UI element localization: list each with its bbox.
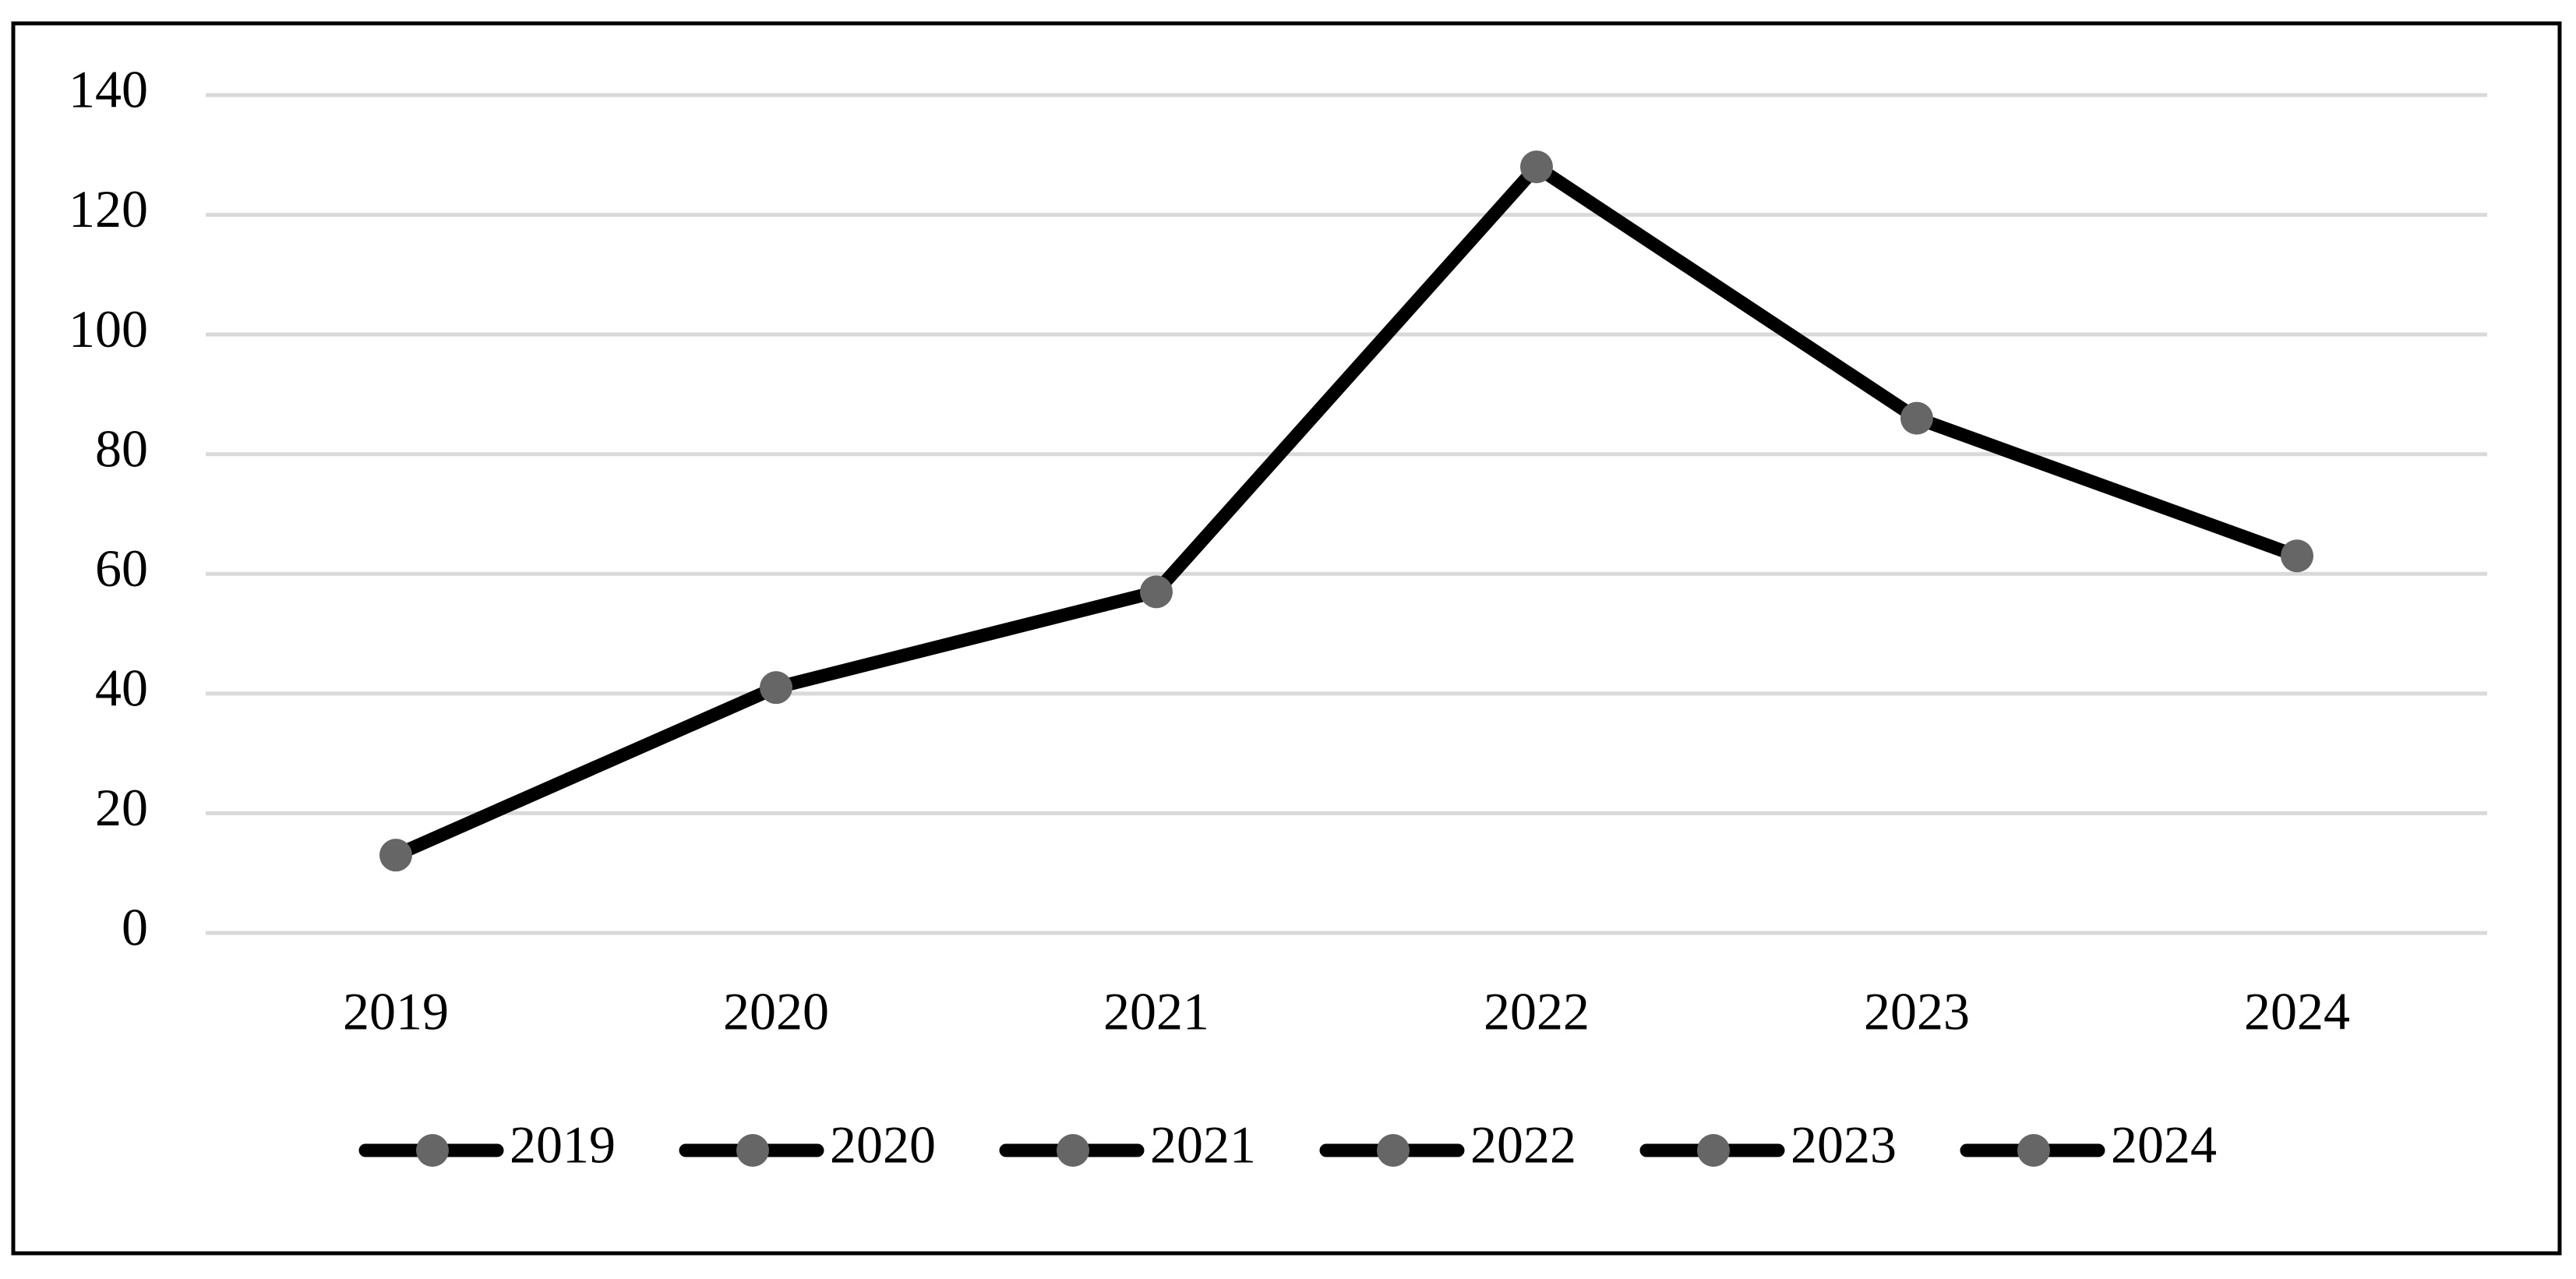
- y-tick-label: 140: [69, 60, 148, 119]
- y-tick-label: 20: [95, 778, 148, 837]
- data-line: [393, 160, 2299, 861]
- data-point: [1520, 150, 1553, 184]
- y-tick-label: 100: [69, 299, 148, 359]
- x-tick-label: 2021: [1103, 982, 1209, 1041]
- legend-label: 2022: [1470, 1115, 1576, 1175]
- y-tick-label: 0: [122, 898, 148, 957]
- legend-marker: [2017, 1134, 2050, 1167]
- legend-marker: [1377, 1134, 1410, 1167]
- data-point: [1140, 575, 1173, 609]
- x-tick-label: 2020: [723, 982, 829, 1041]
- legend-marker: [1697, 1134, 1730, 1167]
- data-point: [1900, 401, 1933, 435]
- data-point: [760, 671, 792, 705]
- data-point: [2281, 539, 2313, 573]
- x-tick-label: 2019: [343, 982, 449, 1041]
- x-tick-label: 2024: [2244, 982, 2350, 1041]
- legend-label: 2024: [2111, 1115, 2217, 1175]
- y-tick-label: 120: [69, 179, 148, 238]
- legend-label: 2019: [510, 1115, 616, 1175]
- data-point: [379, 839, 412, 872]
- legend-marker: [416, 1134, 449, 1167]
- legend-label: 2020: [830, 1115, 936, 1175]
- chart-border: [11, 21, 2562, 1256]
- x-tick-label: 2022: [1484, 982, 1590, 1041]
- y-tick-label: 80: [95, 419, 148, 478]
- legend-label: 2023: [1791, 1115, 1897, 1175]
- legend-marker: [736, 1134, 769, 1167]
- y-tick-label: 60: [95, 539, 148, 598]
- legend-label: 2021: [1150, 1115, 1256, 1175]
- y-tick-label: 40: [95, 658, 148, 717]
- legend-marker: [1057, 1134, 1089, 1167]
- x-tick-label: 2023: [1864, 982, 1970, 1041]
